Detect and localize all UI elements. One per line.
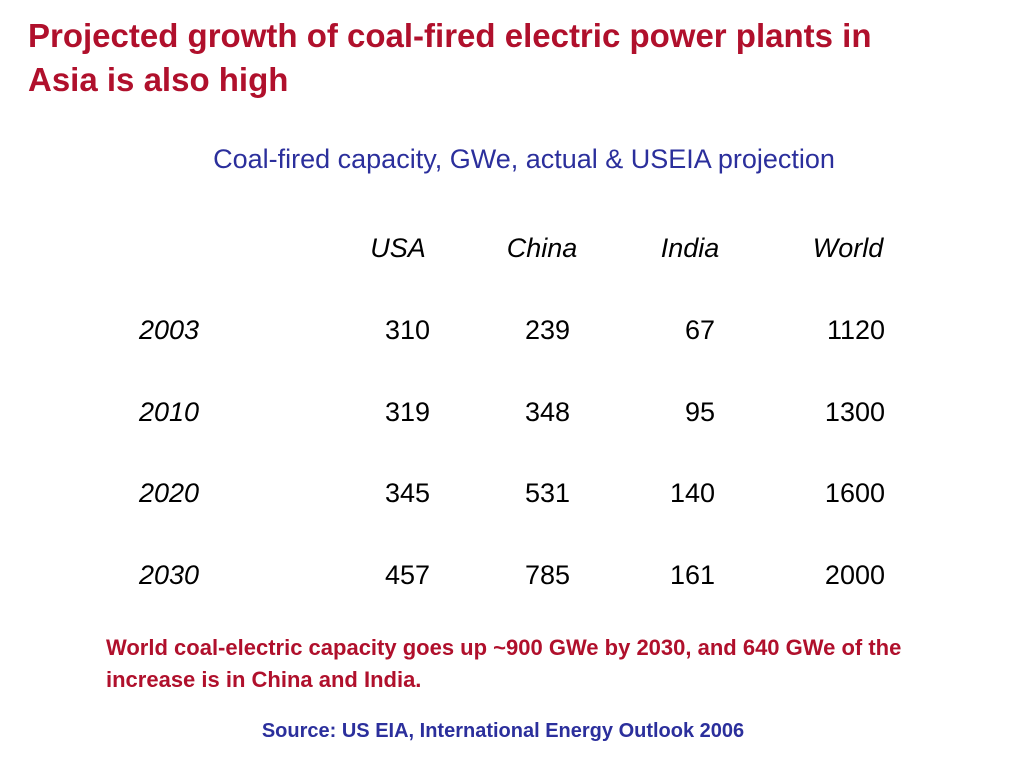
cell-usa: 310 — [384, 315, 430, 345]
cell-china: 531 — [524, 478, 570, 508]
cell-china: 785 — [524, 560, 570, 590]
cell-usa: 457 — [384, 560, 430, 590]
cell-world: 2000 — [824, 560, 885, 590]
cell-world: 1600 — [824, 478, 885, 508]
cell-world: 1300 — [824, 397, 885, 427]
cell-india: 161 — [669, 560, 715, 590]
cell-china: 348 — [524, 397, 570, 427]
column-header-china: China — [506, 233, 578, 263]
cell-india: 67 — [684, 315, 715, 345]
slide-title: Projected growth of coal-fired electric … — [28, 17, 872, 98]
cell-india: 95 — [684, 397, 715, 427]
cell-china: 239 — [524, 315, 570, 345]
cell-usa: 345 — [384, 478, 430, 508]
column-header-world: World — [812, 233, 884, 263]
cell-usa: 319 — [384, 397, 430, 427]
row-year: 2020 — [139, 478, 200, 508]
row-year: 2030 — [139, 560, 200, 590]
column-header-india: India — [660, 233, 720, 263]
summary-note: World coal-electric capacity goes up ~90… — [106, 635, 902, 692]
row-year: 2010 — [139, 397, 200, 427]
column-header-usa: USA — [370, 233, 426, 263]
source-citation: Source: US EIA, International Energy Out… — [261, 720, 745, 742]
row-year: 2003 — [139, 315, 200, 345]
cell-india: 140 — [669, 478, 715, 508]
cell-world: 1120 — [826, 315, 885, 345]
table-caption: Coal-fired capacity, GWe, actual & USEIA… — [213, 144, 835, 174]
